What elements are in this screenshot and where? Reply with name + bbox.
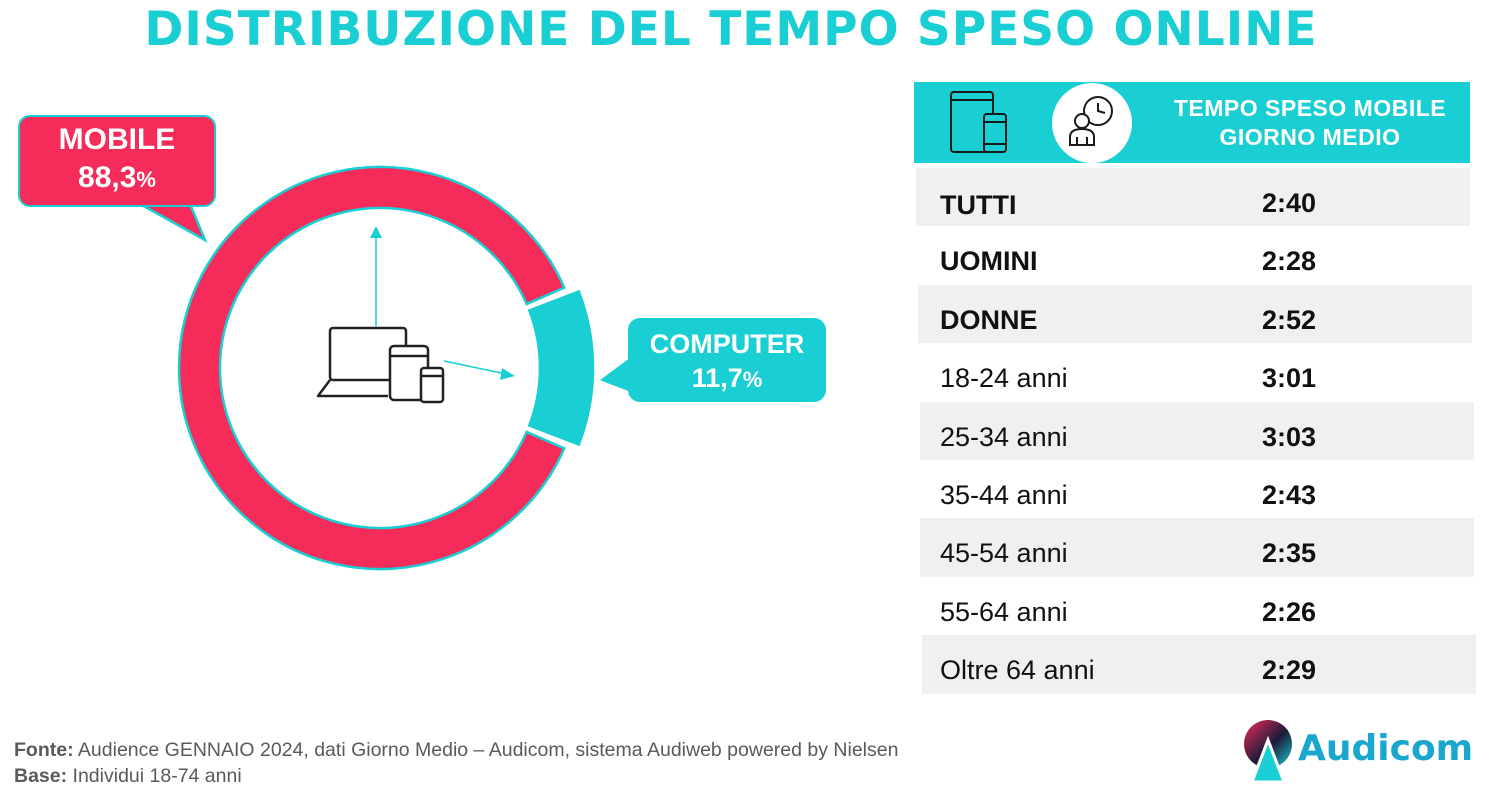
arrow-right-head [500, 368, 515, 380]
table-row: 55-64 anni 2:26 [916, 576, 1478, 636]
person-clock-icon [1052, 83, 1132, 163]
table-row: TUTTI 2:40 [916, 168, 1478, 227]
row-background [922, 635, 1476, 694]
computer-slice [527, 289, 595, 447]
row-background [922, 576, 1476, 636]
row-label: 45-54 anni [940, 538, 1068, 569]
row-value: 2:26 [1262, 596, 1317, 627]
table-row: UOMINI 2:28 [916, 226, 1478, 285]
table-row: 45-54 anni 2:35 [916, 518, 1478, 577]
row-value: 3:01 [1262, 363, 1317, 394]
logo-text: Audicom [1298, 728, 1474, 769]
row-value: 2:52 [1262, 304, 1317, 335]
table-row: 35-44 anni 2:43 [916, 459, 1478, 519]
row-label: 18-24 anni [940, 363, 1068, 394]
arrow-up-head [370, 226, 382, 238]
row-value: 2:28 [1262, 246, 1317, 277]
table-row: Oltre 64 anni 2:29 [916, 635, 1478, 694]
row-value: 2:43 [1262, 479, 1317, 510]
mobile-label: MOBILE [58, 123, 176, 156]
footer: Fonte: Audience GENNAIO 2024, dati Giorn… [14, 737, 898, 789]
arrow-right [443, 360, 507, 375]
audicom-logo-icon [1244, 720, 1292, 784]
row-background [918, 284, 1472, 344]
computer-callout: COMPUTER 11,7% [628, 318, 826, 402]
row-background [920, 459, 1474, 519]
table-header: TEMPO SPESO MOBILE GIORNO MEDIO [914, 82, 1470, 163]
computer-value: 11,7% [691, 362, 763, 393]
row-background [920, 518, 1474, 577]
table-row: 25-34 anni 3:03 [916, 401, 1478, 460]
row-label: UOMINI [940, 246, 1038, 277]
row-label: TUTTI [940, 190, 1017, 220]
page-title: DISTRIBUZIONE DEL TEMPO SPESO ONLINE [144, 2, 1318, 57]
row-value: 2:40 [1262, 188, 1317, 218]
mobile-slice [177, 165, 566, 571]
row-value: 3:03 [1262, 421, 1317, 452]
table-row: 18-24 anni 3:01 [916, 343, 1478, 402]
devices-icon [316, 326, 445, 404]
base-note: Base: Individui 18-74 anni [14, 765, 242, 787]
computer-label: COMPUTER [649, 329, 805, 359]
row-label: 55-64 anni [940, 596, 1068, 627]
row-background [920, 401, 1474, 460]
mobile-callout: MOBILE 88,3% [18, 115, 216, 207]
row-background [918, 343, 1472, 402]
row-background [916, 168, 1470, 227]
stats-table: TUTTI 2:40 UOMINI 2:28 DONNE 2:52 18-24 anni 3:… [916, 168, 1478, 694]
mobile-callout-tail [135, 202, 208, 243]
source-note: Fonte: Audience GENNAIO 2024, dati Giorn… [14, 739, 899, 761]
mobile-value: 88,3% [78, 160, 156, 194]
row-value: 2:29 [1262, 655, 1317, 686]
table-row: DONNE 2:52 [916, 284, 1478, 344]
row-background [916, 226, 1470, 285]
donut-chart [135, 165, 635, 571]
row-label: Oltre 64 anni [940, 655, 1095, 686]
audicom-logo: Audicom [1240, 716, 1480, 786]
tablet-phone-icon [950, 91, 1007, 153]
row-label: 35-44 anni [940, 479, 1068, 510]
row-label: 25-34 anni [940, 421, 1068, 452]
table-header-title: TEMPO SPESO MOBILE GIORNO MEDIO [1173, 95, 1447, 150]
row-label: DONNE [940, 304, 1038, 335]
row-value: 2:35 [1262, 538, 1317, 569]
